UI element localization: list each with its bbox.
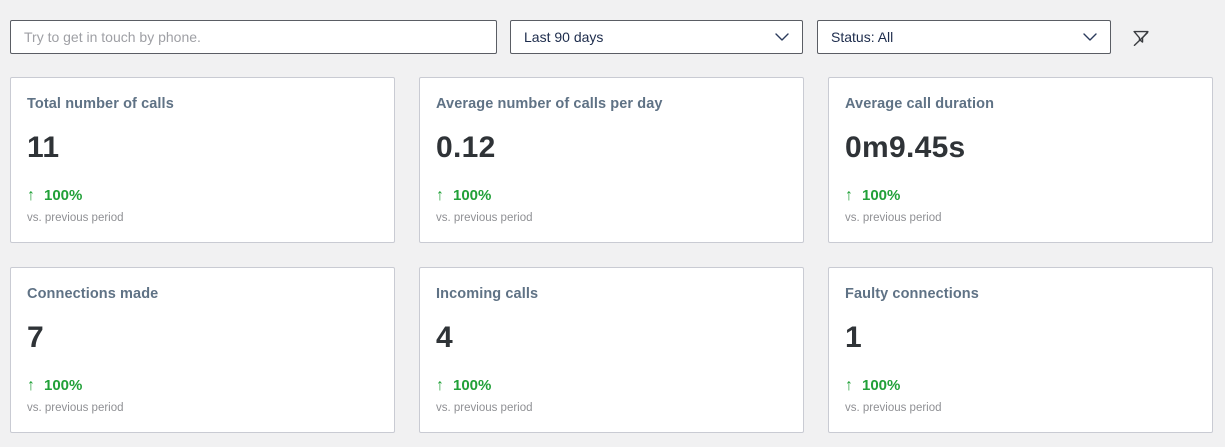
compare-label: vs. previous period	[845, 212, 942, 224]
trend-percent: 100%	[453, 377, 492, 394]
period-select[interactable]: Last 90 days	[510, 20, 803, 54]
arrow-up-icon: ↑	[27, 187, 35, 204]
arrow-up-icon: ↑	[436, 377, 444, 394]
card-title: Incoming calls	[436, 286, 539, 302]
card-title: Connections made	[27, 286, 159, 302]
search-input[interactable]	[10, 20, 497, 54]
compare-label: vs. previous period	[436, 402, 533, 414]
card-value: 7	[27, 321, 44, 354]
trend-indicator: ↑ 100%	[27, 377, 378, 394]
clear-filters-button[interactable]	[1128, 25, 1154, 51]
card-value: 0.12	[436, 131, 496, 164]
card-value: 1	[845, 321, 862, 354]
filter-off-icon	[1130, 27, 1152, 49]
stat-card-connections-made: Connections made 7 ↑ 100% vs. previous p…	[10, 267, 395, 433]
trend-percent: 100%	[862, 187, 901, 204]
chevron-down-icon	[775, 33, 789, 41]
stat-card-total-calls: Total number of calls 11 ↑ 100% vs. prev…	[10, 77, 395, 243]
trend-indicator: ↑ 100%	[27, 187, 378, 204]
trend-indicator: ↑ 100%	[845, 187, 1196, 204]
card-title: Average call duration	[845, 96, 995, 112]
trend-percent: 100%	[44, 187, 83, 204]
stat-card-avg-calls-per-day: Average number of calls per day 0.12 ↑ 1…	[419, 77, 804, 243]
trend-indicator: ↑ 100%	[845, 377, 1196, 394]
compare-label: vs. previous period	[27, 402, 124, 414]
arrow-up-icon: ↑	[845, 187, 853, 204]
compare-label: vs. previous period	[436, 212, 533, 224]
period-select-value: Last 90 days	[524, 29, 604, 45]
arrow-up-icon: ↑	[436, 187, 444, 204]
status-select[interactable]: Status: All	[817, 20, 1111, 54]
chevron-down-icon	[1083, 33, 1097, 41]
card-value: 4	[436, 321, 453, 354]
status-select-value: Status: All	[831, 29, 894, 45]
trend-indicator: ↑ 100%	[436, 377, 787, 394]
stat-card-avg-call-duration: Average call duration 0m9.45s ↑ 100% vs.…	[828, 77, 1213, 243]
card-value: 11	[27, 131, 60, 164]
card-title: Total number of calls	[27, 96, 174, 112]
trend-percent: 100%	[44, 377, 83, 394]
compare-label: vs. previous period	[27, 212, 124, 224]
card-title: Average number of calls per day	[436, 96, 663, 112]
stat-card-incoming-calls: Incoming calls 4 ↑ 100% vs. previous per…	[419, 267, 804, 433]
stat-card-faulty-connections: Faulty connections 1 ↑ 100% vs. previous…	[828, 267, 1213, 433]
compare-label: vs. previous period	[845, 402, 942, 414]
arrow-up-icon: ↑	[845, 377, 853, 394]
trend-indicator: ↑ 100%	[436, 187, 787, 204]
trend-percent: 100%	[453, 187, 492, 204]
card-value: 0m9.45s	[845, 131, 966, 164]
card-title: Faulty connections	[845, 286, 979, 302]
arrow-up-icon: ↑	[27, 377, 35, 394]
trend-percent: 100%	[862, 377, 901, 394]
